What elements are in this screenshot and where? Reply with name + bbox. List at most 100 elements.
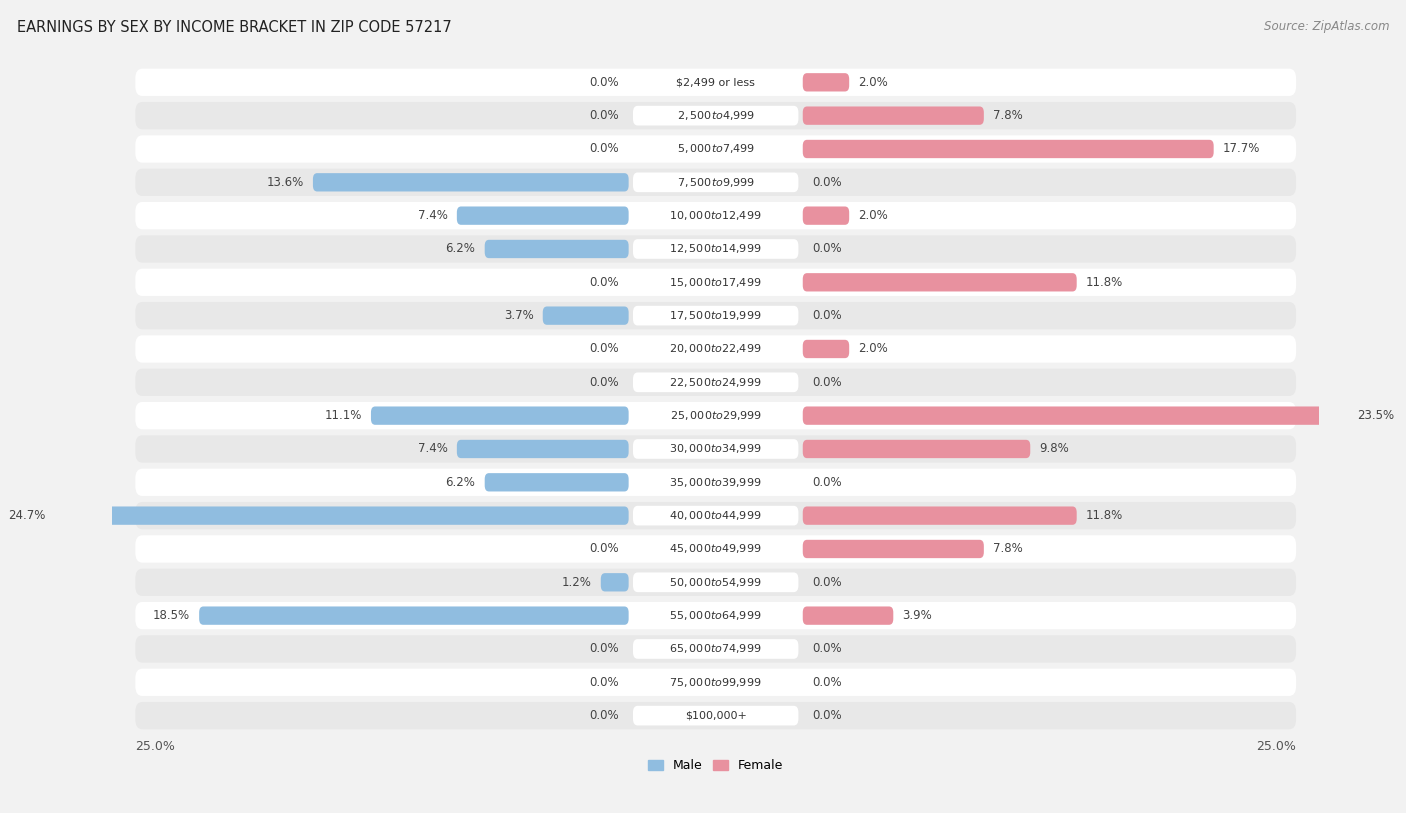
FancyBboxPatch shape (457, 440, 628, 459)
Text: 0.0%: 0.0% (589, 376, 620, 389)
Text: 7.4%: 7.4% (418, 442, 447, 455)
Text: 0.0%: 0.0% (589, 542, 620, 555)
FancyBboxPatch shape (135, 235, 1296, 263)
Text: 11.8%: 11.8% (1085, 509, 1123, 522)
Text: 24.7%: 24.7% (8, 509, 46, 522)
FancyBboxPatch shape (135, 668, 1296, 696)
FancyBboxPatch shape (457, 207, 628, 225)
FancyBboxPatch shape (135, 568, 1296, 596)
FancyBboxPatch shape (633, 472, 799, 492)
Text: $17,500 to $19,999: $17,500 to $19,999 (669, 309, 762, 322)
Text: 7.8%: 7.8% (993, 109, 1024, 122)
Text: $45,000 to $49,999: $45,000 to $49,999 (669, 542, 762, 555)
Text: 3.7%: 3.7% (503, 309, 533, 322)
Text: 0.0%: 0.0% (813, 709, 842, 722)
FancyBboxPatch shape (200, 606, 628, 625)
FancyBboxPatch shape (633, 306, 799, 325)
Text: 9.8%: 9.8% (1039, 442, 1070, 455)
FancyBboxPatch shape (543, 307, 628, 325)
Text: 0.0%: 0.0% (589, 676, 620, 689)
FancyBboxPatch shape (633, 606, 799, 625)
Text: $40,000 to $44,999: $40,000 to $44,999 (669, 509, 762, 522)
Text: $100,000+: $100,000+ (685, 711, 747, 720)
Text: 1.2%: 1.2% (561, 576, 592, 589)
Text: $75,000 to $99,999: $75,000 to $99,999 (669, 676, 762, 689)
Text: 0.0%: 0.0% (589, 709, 620, 722)
FancyBboxPatch shape (803, 506, 1077, 525)
FancyBboxPatch shape (633, 506, 799, 525)
FancyBboxPatch shape (633, 172, 799, 192)
Text: $5,000 to $7,499: $5,000 to $7,499 (676, 142, 755, 155)
FancyBboxPatch shape (485, 240, 628, 259)
Text: 0.0%: 0.0% (813, 376, 842, 389)
Text: 0.0%: 0.0% (813, 476, 842, 489)
FancyBboxPatch shape (135, 468, 1296, 496)
Text: 17.7%: 17.7% (1223, 142, 1260, 155)
Text: 0.0%: 0.0% (589, 109, 620, 122)
Text: 2.0%: 2.0% (859, 76, 889, 89)
Text: $12,500 to $14,999: $12,500 to $14,999 (669, 242, 762, 255)
FancyBboxPatch shape (135, 368, 1296, 396)
Text: $25,000 to $29,999: $25,000 to $29,999 (669, 409, 762, 422)
FancyBboxPatch shape (803, 606, 893, 625)
Text: 18.5%: 18.5% (153, 609, 190, 622)
FancyBboxPatch shape (55, 506, 628, 525)
FancyBboxPatch shape (371, 406, 628, 425)
Text: $35,000 to $39,999: $35,000 to $39,999 (669, 476, 762, 489)
FancyBboxPatch shape (803, 273, 1077, 292)
FancyBboxPatch shape (803, 540, 984, 559)
Text: $2,499 or less: $2,499 or less (676, 77, 755, 87)
Text: 2.0%: 2.0% (859, 209, 889, 222)
FancyBboxPatch shape (633, 272, 799, 292)
FancyBboxPatch shape (135, 202, 1296, 229)
Legend: Male, Female: Male, Female (643, 754, 789, 777)
Text: 0.0%: 0.0% (589, 276, 620, 289)
FancyBboxPatch shape (633, 372, 799, 392)
Text: 7.8%: 7.8% (993, 542, 1024, 555)
Text: 0.0%: 0.0% (589, 142, 620, 155)
Text: 7.4%: 7.4% (418, 209, 447, 222)
FancyBboxPatch shape (135, 602, 1296, 629)
FancyBboxPatch shape (485, 473, 628, 492)
Text: 13.6%: 13.6% (266, 176, 304, 189)
FancyBboxPatch shape (633, 672, 799, 692)
Text: 25.0%: 25.0% (135, 740, 176, 753)
Text: EARNINGS BY SEX BY INCOME BRACKET IN ZIP CODE 57217: EARNINGS BY SEX BY INCOME BRACKET IN ZIP… (17, 20, 451, 35)
FancyBboxPatch shape (803, 140, 1213, 159)
Text: 11.8%: 11.8% (1085, 276, 1123, 289)
Text: 0.0%: 0.0% (589, 642, 620, 655)
Text: 0.0%: 0.0% (813, 242, 842, 255)
FancyBboxPatch shape (633, 239, 799, 259)
FancyBboxPatch shape (633, 439, 799, 459)
Text: 6.2%: 6.2% (446, 476, 475, 489)
FancyBboxPatch shape (135, 302, 1296, 329)
FancyBboxPatch shape (803, 73, 849, 92)
FancyBboxPatch shape (135, 402, 1296, 429)
FancyBboxPatch shape (633, 339, 799, 359)
Text: Source: ZipAtlas.com: Source: ZipAtlas.com (1264, 20, 1389, 33)
Text: 0.0%: 0.0% (813, 642, 842, 655)
Text: 0.0%: 0.0% (813, 176, 842, 189)
FancyBboxPatch shape (135, 68, 1296, 96)
FancyBboxPatch shape (314, 173, 628, 192)
Text: $55,000 to $64,999: $55,000 to $64,999 (669, 609, 762, 622)
FancyBboxPatch shape (633, 106, 799, 125)
FancyBboxPatch shape (633, 706, 799, 725)
Text: 0.0%: 0.0% (589, 342, 620, 355)
FancyBboxPatch shape (135, 335, 1296, 363)
FancyBboxPatch shape (633, 139, 799, 159)
FancyBboxPatch shape (633, 406, 799, 425)
FancyBboxPatch shape (600, 573, 628, 592)
FancyBboxPatch shape (633, 206, 799, 225)
FancyBboxPatch shape (135, 702, 1296, 729)
Text: 2.0%: 2.0% (859, 342, 889, 355)
FancyBboxPatch shape (135, 535, 1296, 563)
Text: 0.0%: 0.0% (589, 76, 620, 89)
FancyBboxPatch shape (803, 207, 849, 225)
FancyBboxPatch shape (135, 135, 1296, 163)
FancyBboxPatch shape (135, 268, 1296, 296)
Text: $10,000 to $12,499: $10,000 to $12,499 (669, 209, 762, 222)
FancyBboxPatch shape (135, 635, 1296, 663)
FancyBboxPatch shape (135, 435, 1296, 463)
FancyBboxPatch shape (135, 102, 1296, 129)
